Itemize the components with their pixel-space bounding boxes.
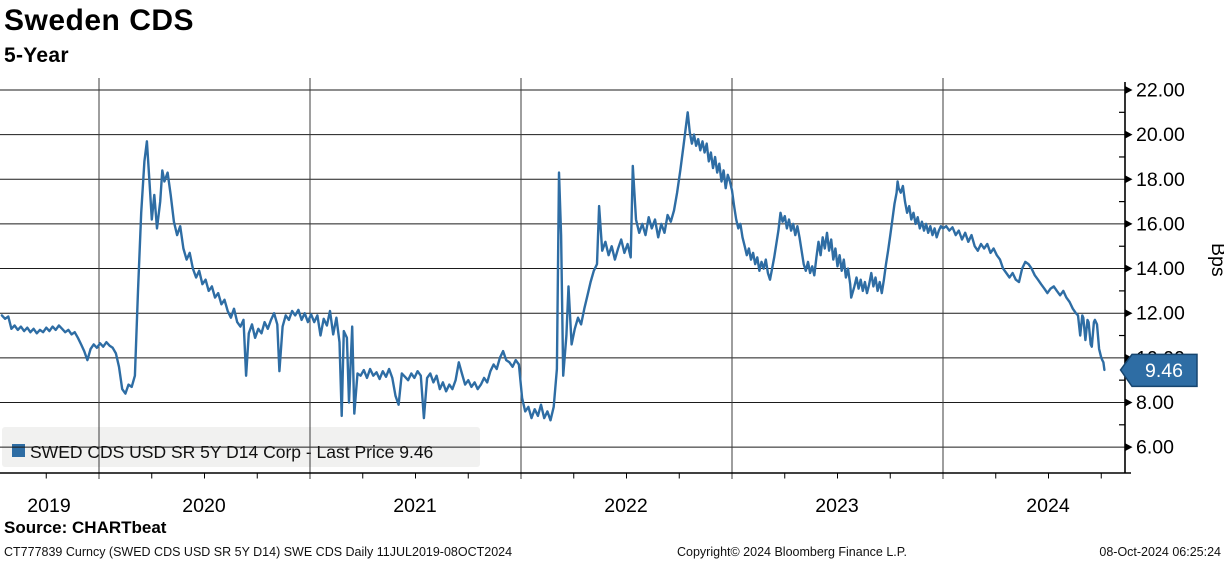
- source-label: Source: CHARTbeat: [4, 518, 167, 537]
- x-axis-year-label: 2020: [182, 495, 226, 517]
- y-axis-arrow-tick-icon: [1125, 175, 1133, 184]
- y-axis-tick-label: 6.00: [1136, 437, 1174, 459]
- y-axis-arrow-tick-icon: [1125, 398, 1133, 407]
- page-title: Sweden CDS: [4, 4, 195, 37]
- legend-marker-icon: [12, 444, 25, 457]
- y-axis-tick-label: 12.00: [1136, 303, 1185, 325]
- y-axis-arrow-tick-icon: [1125, 219, 1133, 228]
- y-axis-tick-label: 20.00: [1136, 124, 1185, 146]
- last-price-badge-label: 9.46: [1145, 360, 1183, 382]
- page-subtitle: 5-Year: [4, 44, 69, 67]
- y-axis-arrow-tick-icon: [1125, 443, 1133, 452]
- y-axis-unit-label: Bps: [1207, 243, 1224, 277]
- y-axis-arrow-tick-icon: [1125, 309, 1133, 318]
- y-axis-tick-label: 16.00: [1136, 213, 1185, 235]
- last-price-badge: [1119, 353, 1198, 388]
- y-axis-tick-label: 14.00: [1136, 258, 1185, 280]
- ticker-meta-label: CT777839 Curncy (SWED CDS USD SR 5Y D14)…: [4, 545, 513, 559]
- legend-label: SWED CDS USD SR 5Y D14 Corp - Last Price…: [30, 442, 433, 462]
- timestamp-label: 08-Oct-2024 06:25:24: [1099, 545, 1221, 559]
- y-axis-arrow-tick-icon: [1125, 264, 1133, 273]
- y-axis-tick-label: 8.00: [1136, 392, 1174, 414]
- cds-price-line: [0, 111, 1106, 422]
- x-axis-year-label: 2021: [393, 495, 436, 517]
- y-axis-arrow-tick-icon: [1125, 130, 1133, 139]
- y-axis-tick-label: 22.00: [1136, 80, 1185, 102]
- x-axis-year-label: 2023: [815, 495, 858, 517]
- y-axis-tick-label: 18.00: [1136, 169, 1185, 191]
- x-axis-year-label: 2024: [1026, 495, 1070, 517]
- copyright-label: Copyright© 2024 Bloomberg Finance L.P.: [677, 545, 907, 559]
- y-axis-arrow-tick-icon: [1125, 86, 1133, 94]
- x-axis-year-label: 2022: [604, 495, 647, 517]
- x-axis-year-label: 2019: [27, 495, 70, 517]
